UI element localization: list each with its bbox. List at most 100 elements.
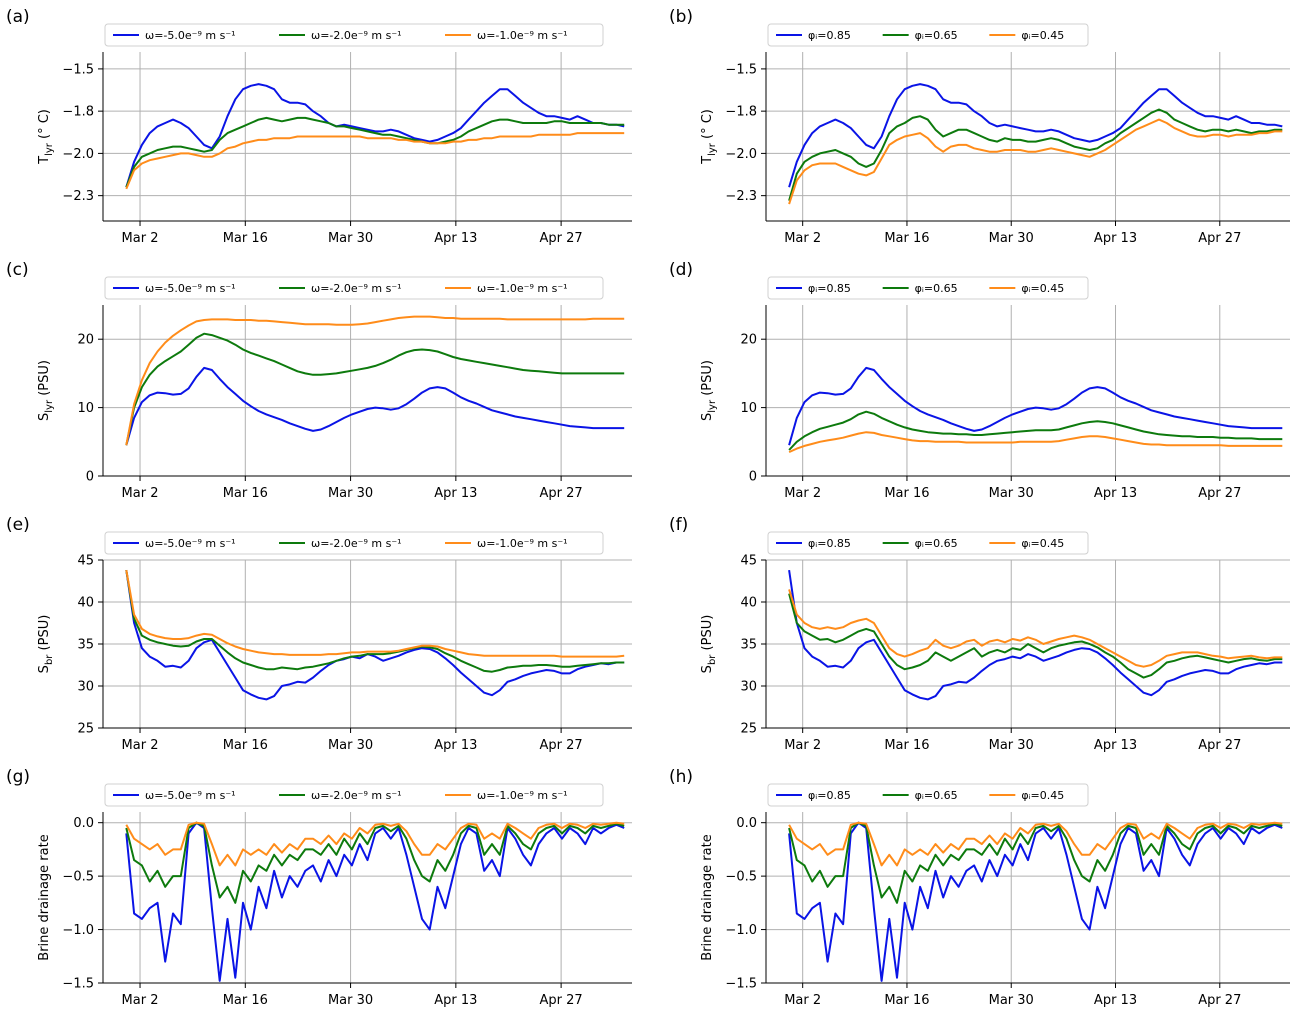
panel-label: (b): [669, 7, 693, 27]
series-line: φᵢ=0.65: [788, 821, 1283, 904]
y-tick-label: 0.0: [736, 816, 757, 831]
series-line: ω=-1.0e⁻⁹ m s⁻¹: [125, 315, 625, 446]
x-tick-label: Mar 2: [122, 993, 159, 1008]
y-tick-label: 10: [740, 401, 757, 416]
series-line: ω=-2.0e⁻⁹ m s⁻¹: [125, 332, 625, 446]
x-tick-label: Apr 27: [540, 738, 583, 753]
y-axis-label: Brine drainage rate: [37, 834, 52, 960]
panel-g: (g) Mar 2 Mar 16 Mar 30 Apr 13 Apr 27 0.0 −0.5 −…: [6, 767, 632, 1008]
x-tick-label: Mar 2: [784, 993, 821, 1008]
panel-label: (f): [669, 515, 688, 535]
y-tick-label: −2.0: [725, 147, 757, 162]
y-tick-label: −2.3: [725, 189, 757, 204]
x-tick-label: Mar 30: [328, 486, 373, 501]
x-tick-label: Mar 2: [122, 231, 159, 246]
x-tick-label: Mar 16: [884, 231, 929, 246]
panel-a: (a) Mar 2 Mar 16 Mar 30 Apr 13 Apr 27 −1.5 −1.8…: [6, 7, 632, 246]
y-axis-label: Sbr (PSU): [700, 615, 718, 674]
x-tick-label: Apr 13: [434, 738, 477, 753]
x-tick-label: Apr 13: [434, 231, 477, 246]
panel-e: (e) Mar 2 Mar 16 Mar 30 Apr 13 Apr 27 25 30 35 40…: [6, 515, 632, 753]
legend-entry: ω=-5.0e⁻⁹ m s⁻¹: [145, 537, 236, 550]
legend-entry: ω=-2.0e⁻⁹ m s⁻¹: [311, 537, 402, 550]
legend-entry: φᵢ=0.85: [808, 29, 851, 42]
legend: φᵢ=0.85 φᵢ=0.65 φᵢ=0.45: [767, 783, 1089, 807]
legend-entry: φᵢ=0.65: [915, 282, 958, 295]
series-line: φᵢ=0.85: [788, 366, 1283, 446]
x-tick-label: Mar 2: [122, 738, 159, 753]
x-tick-label: Mar 30: [328, 738, 373, 753]
x-tick-label: Apr 13: [1094, 993, 1137, 1008]
y-axis-label: Tlyr (° C): [700, 109, 718, 165]
y-tick-label: 0: [86, 470, 94, 485]
legend: φᵢ=0.85 φᵢ=0.65 φᵢ=0.45: [767, 23, 1089, 47]
y-tick-label: −2.3: [62, 189, 94, 204]
x-tick-label: Mar 16: [884, 738, 929, 753]
series-line: φᵢ=0.45: [788, 431, 1283, 454]
panel-label: (g): [6, 767, 30, 787]
x-tick-label: Apr 27: [540, 486, 583, 501]
y-tick-label: −0.5: [62, 870, 94, 885]
y-tick-label: 0: [749, 470, 757, 485]
panel-b: (b) Mar 2 Mar 16 Mar 30 Apr 13 Apr 27 −1.5 −1.8…: [669, 7, 1290, 246]
y-tick-label: 20: [740, 333, 757, 348]
legend-entry: ω=-1.0e⁻⁹ m s⁻¹: [477, 537, 568, 550]
legend-entry: φᵢ=0.45: [1021, 29, 1064, 42]
legend-entry: φᵢ=0.65: [915, 789, 958, 802]
legend-entry: φᵢ=0.65: [915, 537, 958, 550]
y-axis-label: Brine drainage rate: [700, 834, 715, 960]
panel-label: (a): [6, 7, 30, 27]
series-line: φᵢ=0.85: [788, 83, 1283, 188]
legend-entry: φᵢ=0.85: [808, 282, 851, 295]
series-line: ω=-5.0e⁻⁹ m s⁻¹: [125, 821, 625, 982]
legend: φᵢ=0.85 φᵢ=0.65 φᵢ=0.45: [767, 276, 1089, 300]
series-line: φᵢ=0.65: [788, 593, 1283, 679]
y-tick-label: 30: [77, 680, 94, 695]
legend: ω=-5.0e⁻⁹ m s⁻¹ ω=-2.0e⁻⁹ m s⁻¹ ω=-1.0e⁻⁹ …: [104, 531, 604, 555]
y-tick-label: −1.0: [62, 923, 94, 938]
panel-f: (f) Mar 2 Mar 16 Mar 30 Apr 13 Apr 27 25 30 35 40…: [669, 515, 1290, 753]
x-tick-label: Mar 16: [884, 993, 929, 1008]
y-tick-label: −1.5: [725, 62, 757, 77]
x-tick-label: Apr 13: [1094, 231, 1137, 246]
series-line: ω=-2.0e⁻⁹ m s⁻¹: [125, 116, 625, 188]
legend: ω=-5.0e⁻⁹ m s⁻¹ ω=-2.0e⁻⁹ m s⁻¹ ω=-1.0e⁻⁹ …: [104, 783, 604, 807]
series-line: ω=-1.0e⁻⁹ m s⁻¹: [125, 821, 625, 867]
panel-c: (c) Mar 2 Mar 16 Mar 30 Apr 13 Apr 27 0 10 20 ω=-…: [6, 260, 632, 501]
x-tick-label: Apr 13: [434, 486, 477, 501]
series-line: ω=-5.0e⁻⁹ m s⁻¹: [125, 569, 625, 701]
y-tick-label: 40: [740, 596, 757, 611]
x-tick-label: Mar 30: [328, 993, 373, 1008]
x-tick-label: Apr 27: [540, 231, 583, 246]
legend-entry: ω=-1.0e⁻⁹ m s⁻¹: [477, 29, 568, 42]
series-line: ω=-5.0e⁻⁹ m s⁻¹: [125, 83, 625, 188]
x-tick-label: Mar 30: [989, 486, 1034, 501]
y-tick-label: −1.8: [62, 105, 94, 120]
legend-entry: φᵢ=0.45: [1021, 789, 1064, 802]
legend-entry: ω=-2.0e⁻⁹ m s⁻¹: [311, 282, 402, 295]
legend: φᵢ=0.85 φᵢ=0.65 φᵢ=0.45: [767, 531, 1089, 555]
x-tick-label: Apr 27: [540, 993, 583, 1008]
legend-entry: φᵢ=0.65: [915, 29, 958, 42]
x-tick-label: Mar 16: [223, 738, 268, 753]
y-tick-label: −1.5: [62, 62, 94, 77]
x-tick-label: Apr 13: [1094, 738, 1137, 753]
series-line: ω=-5.0e⁻⁹ m s⁻¹: [125, 366, 625, 446]
y-axis-label: Tlyr (° C): [37, 109, 55, 165]
y-tick-label: −1.5: [62, 977, 94, 992]
y-tick-label: −2.0: [62, 147, 94, 162]
x-tick-label: Mar 2: [784, 738, 821, 753]
x-tick-label: Mar 16: [884, 486, 929, 501]
panel-d: (d) Mar 2 Mar 16 Mar 30 Apr 13 Apr 27 0 10 20 φᵢ=…: [669, 260, 1290, 501]
y-axis-label: Slyr (PSU): [700, 360, 718, 421]
y-tick-label: 0.0: [73, 816, 94, 831]
x-tick-label: Apr 27: [1198, 231, 1241, 246]
x-tick-label: Apr 13: [434, 993, 477, 1008]
legend-entry: ω=-5.0e⁻⁹ m s⁻¹: [145, 29, 236, 42]
y-axis-label: Sbr (PSU): [37, 615, 55, 674]
legend-entry: ω=-1.0e⁻⁹ m s⁻¹: [477, 789, 568, 802]
y-tick-label: 45: [740, 554, 757, 569]
x-tick-label: Mar 30: [989, 231, 1034, 246]
y-tick-label: 25: [740, 722, 757, 737]
